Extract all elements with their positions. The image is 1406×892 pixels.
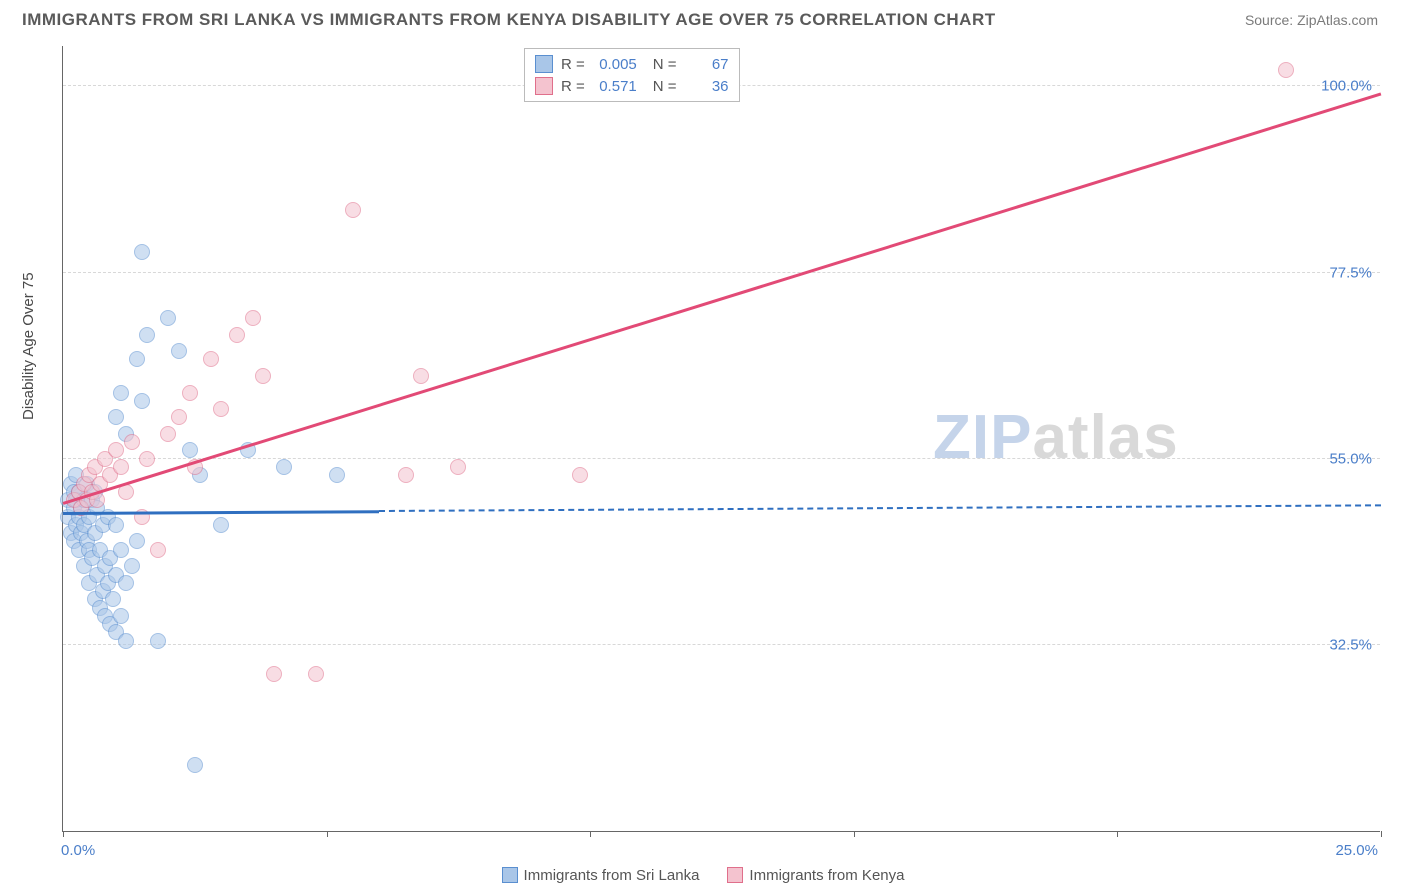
data-point	[108, 409, 124, 425]
x-tick	[1117, 831, 1118, 837]
data-point	[329, 467, 345, 483]
data-point	[108, 517, 124, 533]
x-tick-label: 0.0%	[61, 842, 95, 859]
data-point	[113, 459, 129, 475]
data-point	[124, 434, 140, 450]
data-point	[139, 327, 155, 343]
data-point	[182, 442, 198, 458]
source-label: Source: ZipAtlas.com	[1245, 12, 1378, 28]
data-point	[160, 426, 176, 442]
trend-line	[63, 92, 1382, 504]
data-point	[255, 368, 271, 384]
watermark-atlas: atlas	[1032, 403, 1178, 472]
series-legend-item: Immigrants from Kenya	[727, 867, 904, 884]
trend-line	[379, 505, 1381, 513]
data-point	[213, 517, 229, 533]
data-point	[229, 327, 245, 343]
data-point	[113, 542, 129, 558]
series-legend: Immigrants from Sri Lanka Immigrants from…	[0, 867, 1406, 884]
data-point	[150, 542, 166, 558]
data-point	[171, 343, 187, 359]
data-point	[171, 409, 187, 425]
data-point	[245, 310, 261, 326]
data-point	[129, 351, 145, 367]
legend-n-value: 36	[685, 78, 729, 95]
x-tick	[327, 831, 328, 837]
data-point	[118, 575, 134, 591]
legend-r-value: 0.571	[593, 78, 637, 95]
y-tick-label: 77.5%	[1329, 264, 1372, 281]
data-point	[113, 608, 129, 624]
data-point	[203, 351, 219, 367]
x-tick	[854, 831, 855, 837]
x-tick	[1381, 831, 1382, 837]
legend-r-value: 0.005	[593, 56, 637, 73]
y-axis-label: Disability Age Over 75	[20, 272, 37, 420]
data-point	[124, 558, 140, 574]
y-tick-label: 55.0%	[1329, 450, 1372, 467]
data-point	[182, 385, 198, 401]
data-point	[398, 467, 414, 483]
watermark: ZIPatlas	[933, 402, 1179, 473]
data-point	[134, 393, 150, 409]
data-point	[129, 533, 145, 549]
data-point	[118, 633, 134, 649]
gridline	[63, 458, 1380, 459]
legend-swatch	[727, 867, 743, 883]
data-point	[150, 633, 166, 649]
legend-n-value: 67	[685, 56, 729, 73]
data-point	[266, 666, 282, 682]
legend-swatch	[535, 77, 553, 95]
data-point	[345, 202, 361, 218]
watermark-zip: ZIP	[933, 403, 1032, 472]
gridline	[63, 644, 1380, 645]
data-point	[1278, 62, 1294, 78]
series-legend-item: Immigrants from Sri Lanka	[502, 867, 700, 884]
data-point	[134, 244, 150, 260]
legend-swatch	[535, 55, 553, 73]
x-tick	[590, 831, 591, 837]
y-tick-label: 100.0%	[1321, 78, 1372, 95]
legend-row: R = 0.571 N = 36	[535, 75, 729, 97]
data-point	[413, 368, 429, 384]
data-point	[113, 385, 129, 401]
gridline	[63, 272, 1380, 273]
data-point	[276, 459, 292, 475]
data-point	[139, 451, 155, 467]
legend-r-label: R =	[561, 56, 585, 73]
chart-title: IMMIGRANTS FROM SRI LANKA VS IMMIGRANTS …	[22, 10, 996, 30]
data-point	[450, 459, 466, 475]
y-tick-label: 32.5%	[1329, 636, 1372, 653]
legend-r-label: R =	[561, 78, 585, 95]
data-point	[187, 757, 203, 773]
data-point	[308, 666, 324, 682]
data-point	[105, 591, 121, 607]
legend-row: R = 0.005 N = 67	[535, 53, 729, 75]
data-point	[572, 467, 588, 483]
legend-n-label: N =	[653, 56, 677, 73]
legend-n-label: N =	[653, 78, 677, 95]
data-point	[160, 310, 176, 326]
data-point	[108, 442, 124, 458]
x-tick-label: 25.0%	[1335, 842, 1378, 859]
x-tick	[63, 831, 64, 837]
correlation-legend: R = 0.005 N = 67 R = 0.571 N = 36	[524, 48, 740, 102]
legend-swatch	[502, 867, 518, 883]
scatter-plot: ZIPatlas 32.5%55.0%77.5%100.0%0.0%25.0%	[62, 46, 1380, 832]
data-point	[213, 401, 229, 417]
